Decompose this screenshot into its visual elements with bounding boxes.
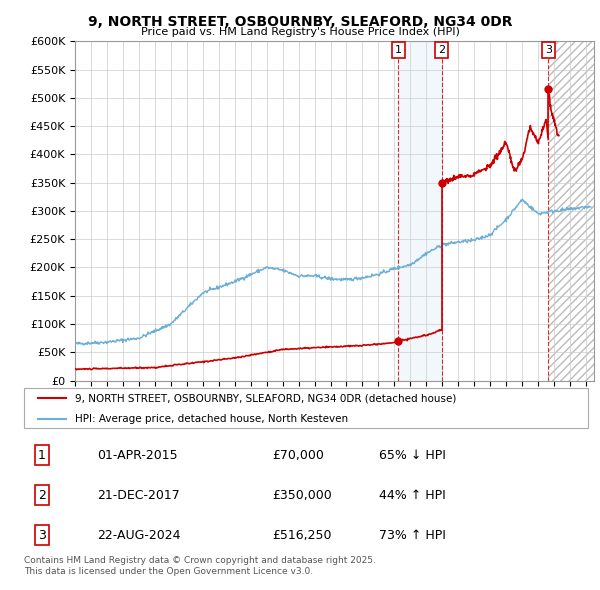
Text: 1: 1 — [38, 449, 46, 462]
Text: HPI: Average price, detached house, North Kesteven: HPI: Average price, detached house, Nort… — [75, 414, 348, 424]
Text: Price paid vs. HM Land Registry's House Price Index (HPI): Price paid vs. HM Land Registry's House … — [140, 27, 460, 37]
Bar — [398, 41, 442, 381]
Text: 3: 3 — [545, 45, 552, 55]
Text: 3: 3 — [38, 529, 46, 542]
Text: 65% ↓ HPI: 65% ↓ HPI — [379, 449, 446, 462]
Text: 1: 1 — [395, 45, 402, 55]
Text: £350,000: £350,000 — [272, 489, 332, 502]
Text: 44% ↑ HPI: 44% ↑ HPI — [379, 489, 446, 502]
Text: 2: 2 — [38, 489, 46, 502]
Bar — [548, 41, 594, 381]
Text: 21-DEC-2017: 21-DEC-2017 — [97, 489, 180, 502]
Text: 22-AUG-2024: 22-AUG-2024 — [97, 529, 181, 542]
Text: £516,250: £516,250 — [272, 529, 332, 542]
Bar — [548, 41, 594, 381]
Text: 73% ↑ HPI: 73% ↑ HPI — [379, 529, 446, 542]
Text: 9, NORTH STREET, OSBOURNBY, SLEAFORD, NG34 0DR (detached house): 9, NORTH STREET, OSBOURNBY, SLEAFORD, NG… — [75, 394, 456, 404]
Text: Contains HM Land Registry data © Crown copyright and database right 2025.
This d: Contains HM Land Registry data © Crown c… — [24, 556, 376, 576]
Text: 01-APR-2015: 01-APR-2015 — [97, 449, 178, 462]
FancyBboxPatch shape — [24, 388, 588, 428]
Text: 9, NORTH STREET, OSBOURNBY, SLEAFORD, NG34 0DR: 9, NORTH STREET, OSBOURNBY, SLEAFORD, NG… — [88, 15, 512, 29]
Text: 2: 2 — [438, 45, 445, 55]
Text: £70,000: £70,000 — [272, 449, 324, 462]
